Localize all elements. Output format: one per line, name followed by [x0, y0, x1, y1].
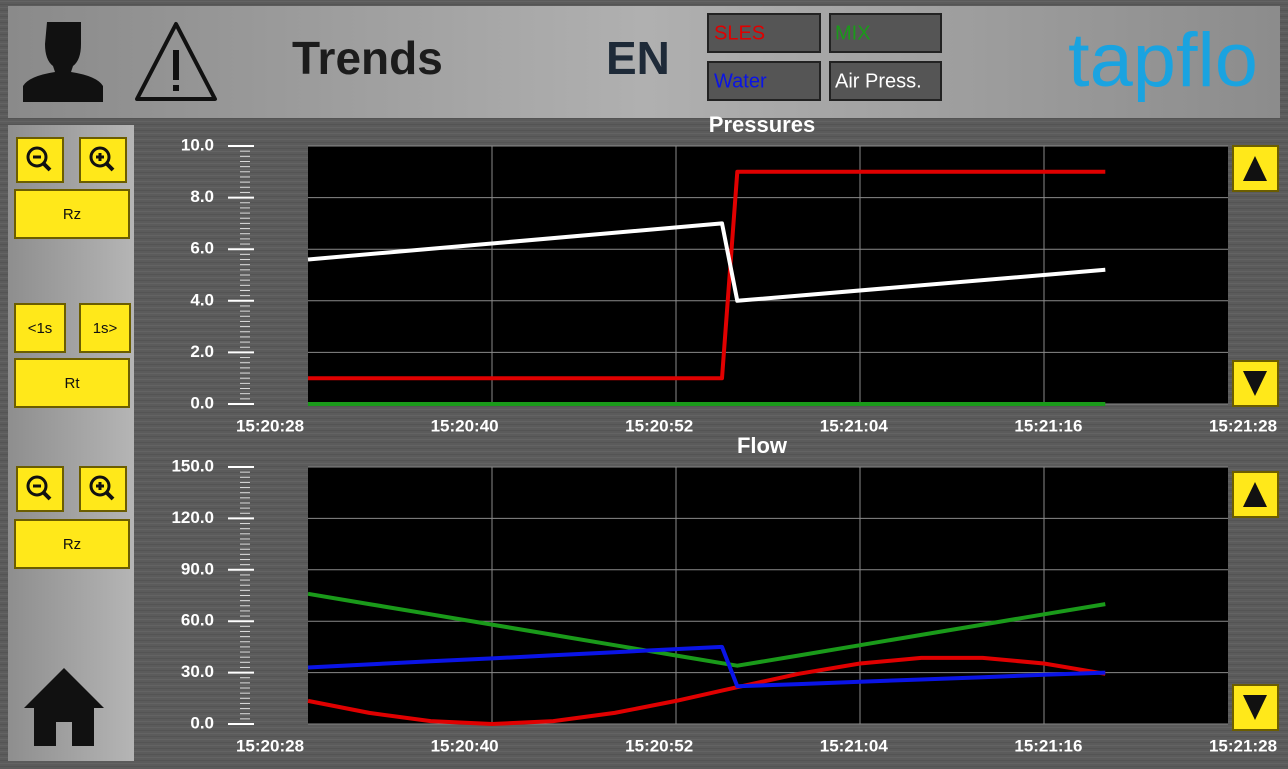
page-title: Trends	[292, 32, 443, 84]
language-button[interactable]: EN	[606, 32, 670, 84]
reset-time-button[interactable]	[14, 358, 130, 408]
y-tick-label: 4.0	[190, 290, 214, 309]
x-tick-label: 15:21:16	[1014, 736, 1082, 755]
scroll-down-button[interactable]	[1232, 360, 1279, 407]
zoom-out-button[interactable]	[16, 137, 64, 183]
zoom-out-button[interactable]	[16, 466, 64, 512]
y-tick-label: 6.0	[190, 239, 214, 258]
top-bar	[8, 6, 1280, 118]
y-tick-label: 30.0	[181, 662, 214, 681]
alarm-button[interactable]	[135, 22, 217, 101]
zoom-in-button[interactable]	[79, 137, 127, 183]
legend-entry: MIX	[835, 22, 871, 44]
data-line	[307, 644, 1106, 689]
x-tick-label: 15:20:52	[625, 416, 693, 435]
scroll-up-button[interactable]	[1232, 145, 1279, 192]
chart-title: Flow	[737, 433, 788, 458]
x-tick-label: 15:20:28	[236, 416, 304, 435]
x-tick-label: 15:21:04	[820, 416, 889, 435]
button-label: Rt	[65, 375, 81, 392]
data-line	[307, 655, 1106, 726]
legend-entry: Water	[714, 70, 767, 92]
legend-entry: Air Press.	[835, 70, 922, 92]
x-tick-label: 15:20:40	[431, 416, 499, 435]
home-button[interactable]	[24, 668, 104, 746]
legend-entry: SLES	[714, 22, 765, 44]
y-tick-label: 2.0	[190, 342, 214, 361]
y-tick-label: 90.0	[181, 559, 214, 578]
y-tick-label: 0.0	[190, 393, 214, 412]
x-tick-label: 15:21:28	[1209, 736, 1277, 755]
data-line	[307, 221, 1106, 303]
reset-zoom-button[interactable]	[14, 519, 130, 569]
plot-area	[308, 146, 1228, 404]
user-button[interactable]	[23, 22, 103, 102]
y-tick-label: 10.0	[181, 135, 214, 154]
legend-box[interactable]	[829, 13, 942, 53]
zoom-in-button[interactable]	[79, 466, 127, 512]
logo: tapflo	[1068, 18, 1258, 103]
button-label: Rz	[63, 206, 81, 223]
x-tick-label: 15:21:16	[1014, 416, 1082, 435]
button-label: <1s	[28, 320, 53, 337]
legend-box[interactable]	[707, 61, 821, 101]
x-tick-label: 15:20:40	[431, 736, 499, 755]
reset-zoom-button[interactable]	[14, 189, 130, 239]
y-tick-label: 60.0	[181, 611, 214, 630]
scroll-up-button[interactable]	[1232, 471, 1279, 518]
y-tick-label: 150.0	[171, 456, 214, 475]
button-label: Rz	[63, 536, 81, 553]
y-tick-label: 0.0	[190, 713, 214, 732]
button-label: 1s>	[93, 320, 118, 337]
chart-title: Pressures	[709, 112, 815, 137]
y-tick-label: 8.0	[190, 187, 214, 206]
x-tick-label: 15:21:28	[1209, 416, 1277, 435]
step-back-button[interactable]	[14, 303, 66, 353]
step-forward-button[interactable]	[79, 303, 131, 353]
legend-box[interactable]	[707, 13, 821, 53]
data-line	[307, 591, 1106, 668]
data-line	[308, 169, 1106, 381]
y-tick-label: 120.0	[171, 508, 214, 527]
x-tick-label: 15:20:52	[625, 736, 693, 755]
x-tick-label: 15:20:28	[236, 736, 304, 755]
x-tick-label: 15:21:04	[820, 736, 889, 755]
legend-box[interactable]	[829, 61, 942, 101]
scroll-down-button[interactable]	[1232, 684, 1279, 731]
